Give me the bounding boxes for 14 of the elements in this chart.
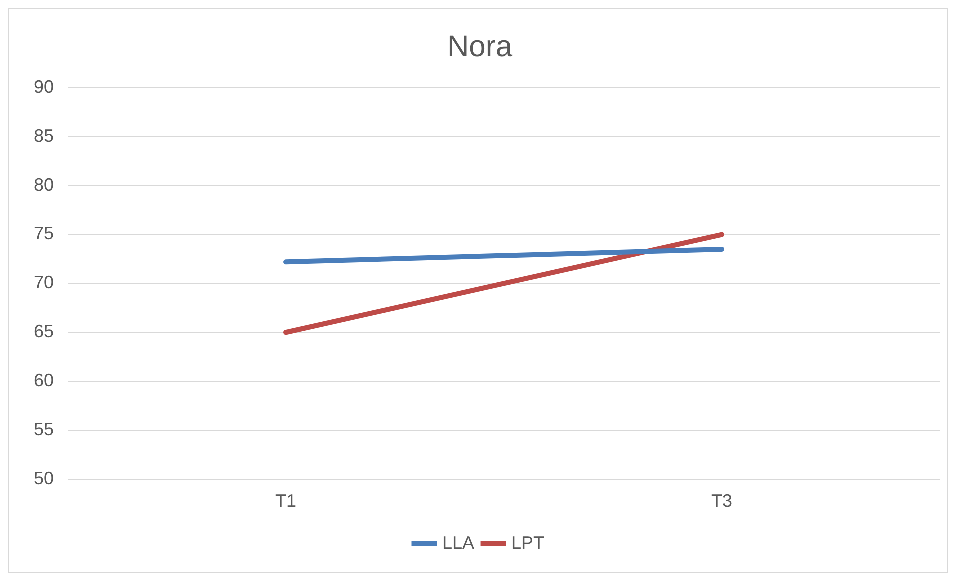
y-tick-label: 65 <box>34 322 54 342</box>
x-tick-label: T1 <box>276 491 297 512</box>
legend-label: LPT <box>512 532 545 553</box>
legend-label: LLA <box>442 532 475 553</box>
y-tick-label: 85 <box>34 126 54 146</box>
y-tick-label: 90 <box>34 76 54 97</box>
y-tick-label: 60 <box>34 370 54 391</box>
chart-title: Nora <box>447 30 513 64</box>
y-tick-label: 70 <box>34 272 54 293</box>
y-tick-label: 50 <box>34 468 54 488</box>
y-tick-label: 80 <box>34 174 54 195</box>
y-tick-label: 55 <box>34 419 54 440</box>
y-tick-label: 75 <box>34 224 54 244</box>
x-tick-label: T3 <box>712 491 733 512</box>
